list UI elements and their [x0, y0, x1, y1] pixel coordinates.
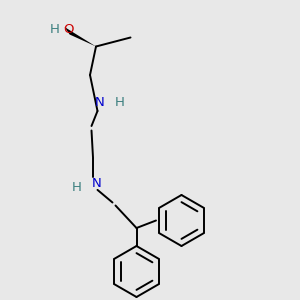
Text: N: N: [92, 177, 101, 190]
Text: H: H: [115, 95, 125, 109]
Polygon shape: [64, 27, 96, 46]
Text: H: H: [72, 181, 81, 194]
Text: O: O: [63, 23, 74, 36]
Text: N: N: [95, 96, 104, 109]
Text: H: H: [50, 23, 59, 36]
